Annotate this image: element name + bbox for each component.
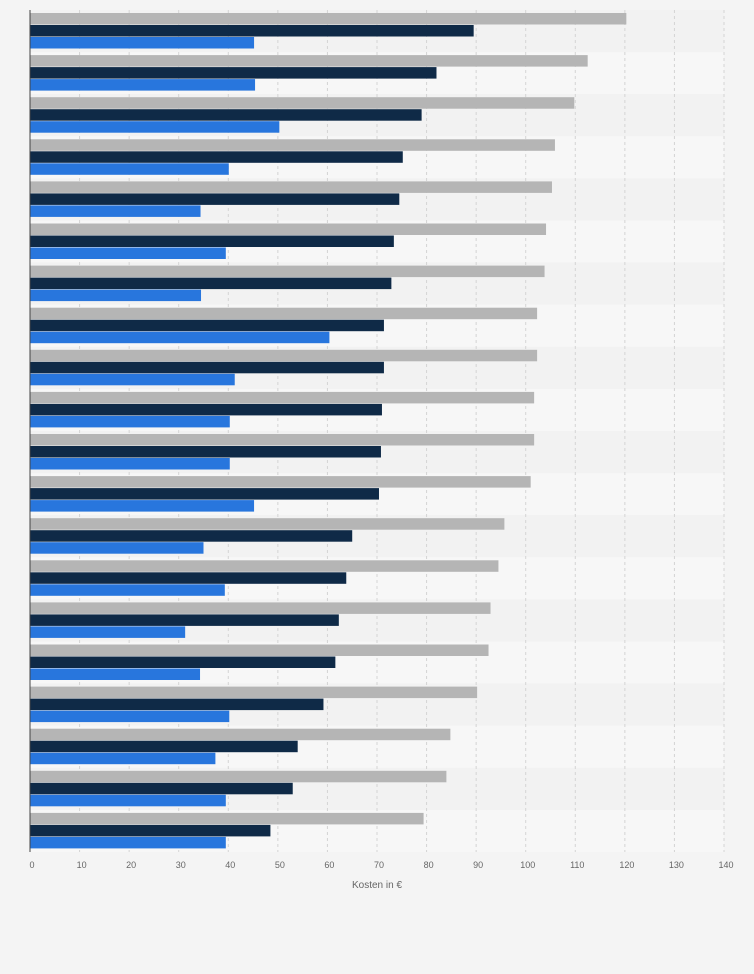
bar-series-1 <box>30 349 538 362</box>
bar-series-2 <box>30 488 379 500</box>
x-axis-label: Kosten in € <box>352 880 402 891</box>
x-tick-label: 70 <box>374 860 384 870</box>
bar-series-3 <box>30 626 186 638</box>
x-tick-label: 110 <box>570 860 584 870</box>
bar-series-3 <box>30 331 330 344</box>
bar-series-2 <box>30 319 384 332</box>
bar-series-3 <box>30 79 256 91</box>
bar-series-1 <box>30 307 538 320</box>
bar-series-3 <box>30 289 202 302</box>
bar-series-2 <box>30 614 339 626</box>
bar-series-2 <box>30 235 394 247</box>
bar-series-2 <box>30 193 400 205</box>
bar-series-3 <box>30 542 204 554</box>
bar-series-1 <box>30 518 505 530</box>
bar-series-2 <box>30 656 336 668</box>
bars <box>30 13 627 849</box>
x-tick-label: 30 <box>176 860 186 870</box>
bar-series-1 <box>30 139 555 151</box>
bar-series-1 <box>30 13 627 25</box>
bar-series-2 <box>30 530 353 542</box>
x-tick-label: 80 <box>424 860 434 870</box>
bar-series-2 <box>30 277 392 290</box>
bar-series-3 <box>30 710 230 723</box>
bar-series-1 <box>30 181 552 193</box>
x-tick-label: 130 <box>669 860 684 870</box>
bar-series-3 <box>30 836 226 849</box>
bar-series-1 <box>30 686 478 699</box>
bar-series-3 <box>30 668 201 680</box>
x-tick-label: 50 <box>275 860 285 870</box>
bar-series-2 <box>30 109 422 121</box>
bar-series-1 <box>30 223 547 235</box>
bar-series-1 <box>30 434 535 446</box>
bar-series-3 <box>30 373 235 386</box>
bar-series-1 <box>30 97 575 109</box>
bar-series-3 <box>30 121 280 133</box>
bar-series-1 <box>30 644 489 656</box>
x-tick-label: 140 <box>718 860 733 870</box>
bar-series-2 <box>30 151 403 163</box>
bar-series-1 <box>30 728 451 741</box>
x-tick-label: 20 <box>126 860 136 870</box>
bar-series-1 <box>30 55 588 67</box>
bar-series-3 <box>30 163 229 175</box>
bar-series-2 <box>30 403 382 416</box>
bar-series-2 <box>30 740 298 753</box>
x-tick-label: 10 <box>77 860 87 870</box>
bar-series-2 <box>30 361 384 374</box>
x-axis-ticks: 0 10 20 30 40 50 60 70 80 90 100 110 120 130 140 <box>29 860 733 870</box>
bar-series-2 <box>30 698 324 711</box>
bar-series-3 <box>30 247 226 259</box>
bar-series-2 <box>30 25 474 37</box>
bar-series-1 <box>30 476 531 488</box>
bar-series-1 <box>30 391 535 404</box>
bar-series-2 <box>30 446 381 458</box>
bar-series-1 <box>30 560 499 572</box>
x-tick-label: 100 <box>520 860 535 870</box>
bar-series-1 <box>30 770 447 783</box>
bar-series-2 <box>30 67 437 79</box>
bar-series-3 <box>30 584 225 596</box>
x-tick-label: 60 <box>324 860 334 870</box>
bar-series-2 <box>30 572 347 584</box>
bar-series-2 <box>30 824 271 837</box>
bar-series-3 <box>30 415 230 428</box>
bar-series-3 <box>30 37 255 49</box>
bar-series-1 <box>30 602 491 614</box>
bar-series-1 <box>30 265 545 278</box>
x-tick-label: 90 <box>473 860 483 870</box>
bar-series-3 <box>30 794 226 807</box>
x-tick-label: 0 <box>29 860 34 870</box>
bar-series-3 <box>30 205 201 217</box>
x-tick-label: 40 <box>225 860 235 870</box>
bar-series-3 <box>30 458 230 470</box>
bar-series-3 <box>30 500 255 512</box>
bar-series-3 <box>30 752 216 765</box>
bar-series-2 <box>30 782 293 795</box>
x-tick-label: 120 <box>619 860 634 870</box>
bar-series-1 <box>30 812 424 825</box>
